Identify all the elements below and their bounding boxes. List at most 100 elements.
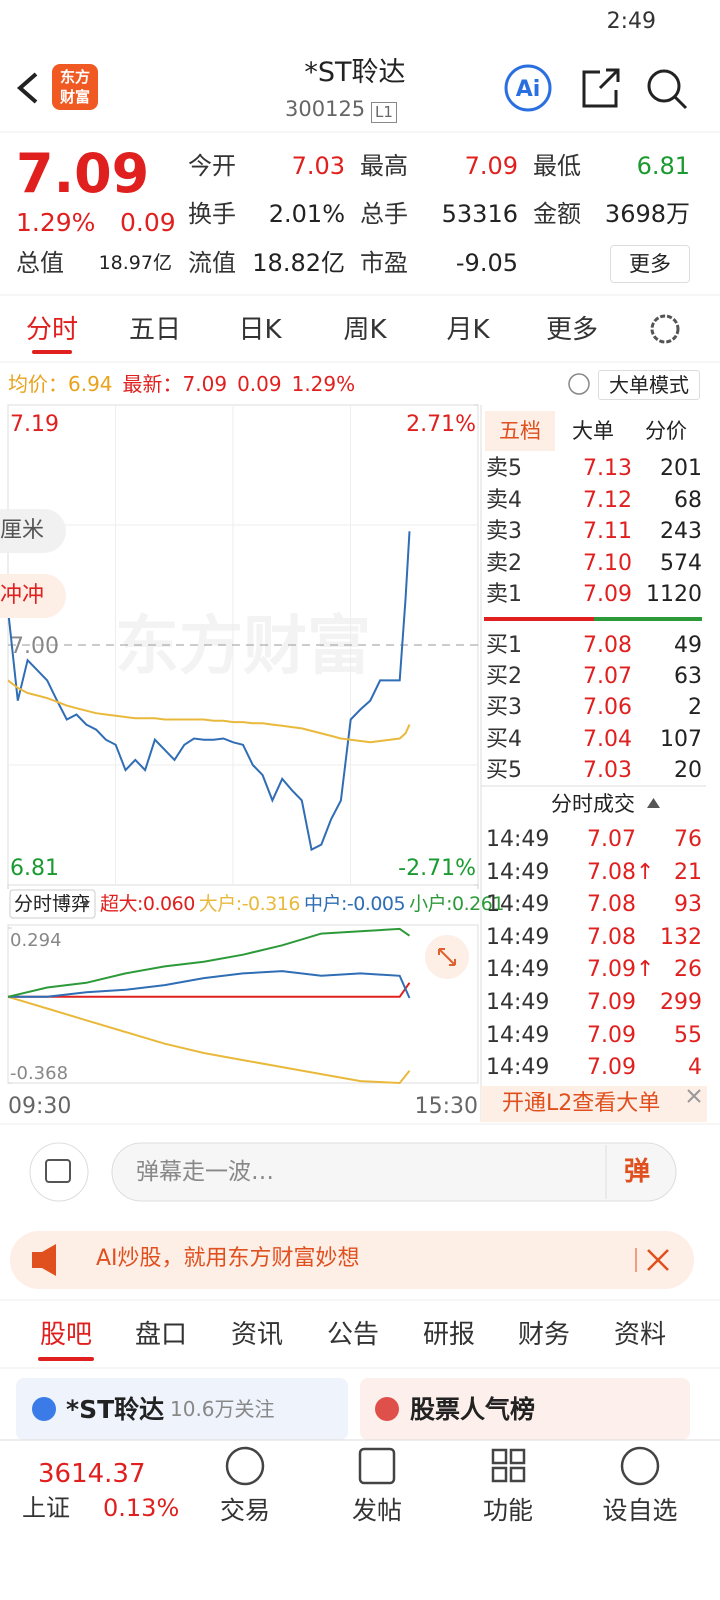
bottom-tab[interactable]: 资讯	[230, 1320, 283, 1350]
card-bg[interactable]	[16, 1378, 348, 1440]
tab[interactable]: 五日	[128, 315, 181, 345]
card-title[interactable]: *ST聆达	[66, 1394, 165, 1424]
last-price: 7.09	[16, 142, 150, 205]
search-icon[interactable]	[647, 69, 681, 103]
flow-line	[8, 982, 411, 998]
index-value[interactable]: 3614.37	[38, 1459, 146, 1489]
quote-value: 6.81	[636, 152, 690, 180]
flow-title[interactable]: 分时博弈	[14, 892, 91, 915]
back-icon[interactable]	[16, 72, 38, 104]
trade-price: 7.08↑	[587, 859, 655, 885]
bottom-tab[interactable]: 财务	[517, 1320, 570, 1350]
ad-text[interactable]: AI炒股，就用东方财富妙想	[96, 1246, 360, 1271]
comment-button[interactable]: 弹	[623, 1157, 650, 1187]
book-price: 7.08	[583, 633, 632, 658]
nav-item[interactable]: 设自选	[602, 1495, 678, 1525]
bottom-tab[interactable]: 公告	[326, 1320, 379, 1350]
trade-price: 7.09	[587, 990, 636, 1015]
logo-bg	[52, 64, 98, 110]
ad-close[interactable]	[647, 1249, 669, 1271]
book-price: 7.03	[583, 757, 632, 783]
card-title[interactable]: 股票人气榜	[410, 1394, 536, 1424]
comment-input[interactable]: 弹幕走一波…	[136, 1158, 274, 1185]
trade-volume: 93	[674, 892, 702, 918]
book-volume: 107	[660, 726, 702, 752]
flow-dropdown[interactable]	[9, 889, 96, 919]
book-price: 7.13	[583, 456, 632, 481]
quote-value: -9.05	[455, 249, 518, 277]
close-icon[interactable]	[687, 1089, 701, 1103]
flow-line	[7, 995, 411, 1085]
tab[interactable]: 月K	[446, 315, 490, 345]
tab[interactable]: 分时	[25, 315, 78, 345]
function-icon[interactable]	[491, 1448, 526, 1483]
book-label: 卖5	[486, 456, 522, 481]
book-tab[interactable]: 五档	[485, 411, 555, 451]
watchlist-icon[interactable]	[620, 1446, 660, 1486]
trade-time: 14:49	[486, 924, 550, 950]
help-icon[interactable]	[568, 373, 590, 395]
trade-volume: 299	[660, 990, 702, 1015]
tab[interactable]: 更多	[545, 315, 598, 345]
book-volume: 201	[660, 456, 702, 481]
price-line	[7, 531, 411, 852]
ad-bg[interactable]	[10, 1231, 694, 1289]
flow-line	[7, 927, 411, 998]
split-bar-red	[484, 617, 594, 621]
legend-entry: 中户:-0.005	[303, 892, 406, 915]
mode-button[interactable]: 大单模式	[598, 370, 700, 400]
bottom-tab[interactable]: 研报	[422, 1320, 475, 1350]
trade-time: 14:49	[486, 990, 550, 1015]
quote-value: 18.97亿	[98, 251, 172, 274]
y2-tick-label: 2.71%	[406, 412, 476, 437]
trade-price: 7.08	[587, 892, 636, 918]
book-volume: 63	[674, 664, 702, 690]
card-bg[interactable]	[360, 1378, 690, 1440]
nav-item[interactable]: 交易	[219, 1495, 270, 1525]
trade-time: 14:49	[486, 827, 550, 852]
y-tick-label: 7.19	[10, 412, 59, 437]
flow-frame	[7, 924, 479, 1084]
ai-icon[interactable]	[504, 64, 552, 112]
share-icon[interactable]	[582, 68, 620, 108]
trade-price: 7.09↑	[587, 957, 655, 983]
logo-text: 财富	[59, 87, 90, 106]
info-latest: 7.09	[182, 372, 228, 396]
tab-underline	[32, 350, 72, 354]
info-bar: 均价：6.94 最新：7.09 0.09 1.29%	[8, 374, 355, 394]
book-price: 7.07	[583, 664, 632, 690]
book-tab[interactable]: 大单	[572, 418, 614, 443]
trade-price: 7.07	[587, 827, 636, 852]
quote-label: 总值	[16, 249, 64, 277]
book-volume: 2	[688, 695, 702, 721]
bottom-tab[interactable]: 资料	[613, 1320, 666, 1350]
change: 0.09	[120, 207, 176, 237]
tab[interactable]: 周K	[343, 315, 387, 345]
l2-banner-bg[interactable]	[481, 1086, 707, 1122]
more-button[interactable]: 更多	[610, 245, 690, 283]
info-avg: 6.94	[68, 372, 113, 396]
nav-item[interactable]: 功能	[482, 1495, 533, 1525]
index-name: 上证	[22, 1494, 70, 1522]
search-icon-handle	[673, 95, 688, 110]
legend-entry: 大户:-0.316	[198, 892, 301, 915]
logo-text: 东方	[59, 67, 90, 86]
book-label: 卖1	[486, 582, 522, 608]
nav-item[interactable]: 发帖	[351, 1495, 402, 1525]
trade-icon[interactable]	[225, 1446, 265, 1486]
comment-input[interactable]	[111, 1142, 677, 1202]
book-price: 7.12	[583, 487, 632, 513]
quote-label: 今开	[188, 152, 236, 180]
comment-icon-bg[interactable]	[29, 1142, 89, 1202]
post-icon[interactable]	[358, 1447, 396, 1485]
bottom-tab[interactable]: 股吧	[39, 1320, 92, 1350]
l2-banner[interactable]: 开通L2查看大单	[502, 1091, 661, 1116]
x-tick-label: 15:30	[415, 1094, 478, 1119]
flow-line	[8, 970, 411, 999]
settings-icon[interactable]	[650, 314, 680, 344]
y-tick-label: 6.81	[10, 856, 59, 881]
bottom-tab[interactable]: 盘口	[134, 1320, 187, 1350]
book-tab[interactable]: 分价	[645, 418, 687, 443]
tab[interactable]: 日K	[238, 315, 282, 345]
trade-volume: 26	[674, 957, 702, 983]
